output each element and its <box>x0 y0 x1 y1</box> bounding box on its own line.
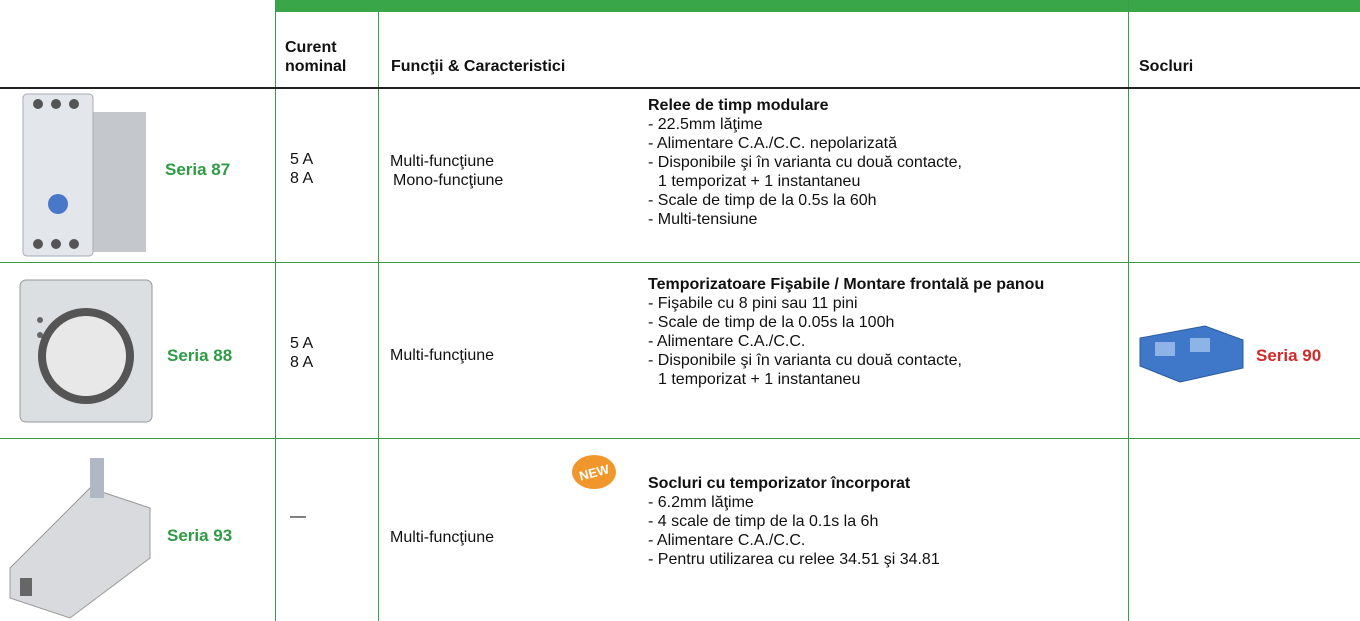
header-cell: Funcţii & Caracteristici <box>391 58 566 75</box>
function: Multi-funcţiune <box>390 153 495 170</box>
row-line <box>0 262 1360 263</box>
feature: - Alimentare C.A./C.C. nepolarizată <box>648 135 897 152</box>
feature: - Disponibile şi în varianta cu două con… <box>648 154 962 171</box>
series-label: Seria 93 <box>167 526 233 545</box>
characteristics: Relee de timp modulare - 22.5mm lăţime -… <box>648 96 1108 229</box>
feature: - Fişabile cu 8 pini sau 11 pini <box>648 295 858 312</box>
feature-title: Socluri cu temporizator încorporat <box>648 475 911 492</box>
col-line <box>378 12 379 621</box>
col-line <box>275 0 276 621</box>
current: 5 A <box>290 335 314 352</box>
characteristics: Temporizatoare Fişabile / Montare fronta… <box>648 275 1098 389</box>
header-cell: Curent nominal <box>285 39 347 75</box>
series-label: Seria 88 <box>167 346 233 365</box>
product-image <box>9 458 151 619</box>
feature: - Alimentare C.A./C.C. <box>648 333 806 350</box>
feature: 1 temporizat + 1 instantaneu <box>658 173 861 190</box>
feature: - Disponibile şi în varianta cu două con… <box>648 352 962 369</box>
feature: - Scale de timp de la 0.05s la 100h <box>648 314 895 331</box>
socket-label: Seria 90 <box>1256 346 1322 365</box>
socket-image <box>1139 325 1244 383</box>
feature: - Multi-tensiune <box>648 211 758 228</box>
current: 8 A <box>290 354 314 371</box>
feature: - Pentru utilizarea cu relee 34.51 şi 34… <box>648 551 940 568</box>
current: 8 A <box>290 170 314 187</box>
feature-title: Relee de timp modulare <box>648 97 829 114</box>
feature-title: Temporizatoare Fişabile / Montare fronta… <box>648 276 1045 293</box>
row-line <box>0 438 1360 439</box>
function: Multi-funcţiune <box>390 529 495 546</box>
feature: - Alimentare C.A./C.C. <box>648 532 806 549</box>
current: 5 A <box>290 151 314 168</box>
new-badge: NEW <box>572 455 616 489</box>
feature: - Scale de timp de la 0.5s la 60h <box>648 192 877 209</box>
feature: - 6.2mm lăţime <box>648 494 754 511</box>
function: Mono-funcţiune <box>393 172 504 189</box>
header-rule <box>0 87 1360 89</box>
col-line <box>1128 0 1129 621</box>
header-bar <box>275 0 1360 12</box>
product-image <box>19 279 153 423</box>
feature: - 22.5mm lăţime <box>648 116 763 133</box>
function: Multi-funcţiune <box>390 347 495 364</box>
feature: 1 temporizat + 1 instantaneu <box>658 371 861 388</box>
current: — <box>290 508 306 525</box>
header-cell: Socluri <box>1139 58 1194 75</box>
series-label: Seria 87 <box>165 160 231 179</box>
characteristics: Socluri cu temporizator încorporat - 6.2… <box>648 474 1108 569</box>
feature: - 4 scale de timp de la 0.1s la 6h <box>648 513 879 530</box>
product-image <box>22 93 146 257</box>
